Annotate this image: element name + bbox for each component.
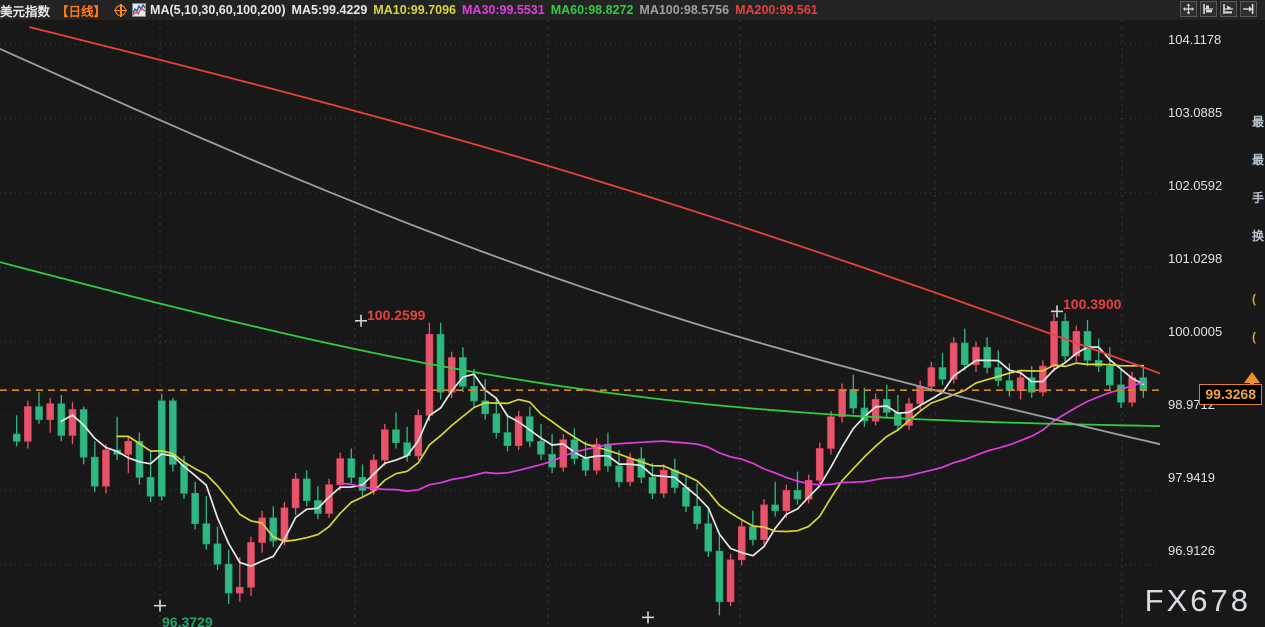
ma10-value: MA10:99.7096 xyxy=(373,3,456,17)
edge-note: 换 xyxy=(1252,229,1265,243)
move-crosshair-icon[interactable] xyxy=(1180,1,1197,17)
edge-note: 最 xyxy=(1252,115,1265,129)
edge-note: ( xyxy=(1252,330,1256,344)
ma5-value: MA5:99.4229 xyxy=(291,3,368,17)
align-left-icon[interactable] xyxy=(1200,1,1217,17)
ma100-value: MA100:98.5756 xyxy=(639,3,730,17)
axis-tick-label: 100.0005 xyxy=(1168,324,1223,339)
edge-note: 手 xyxy=(1252,191,1265,205)
mini-chart-icon[interactable] xyxy=(132,3,147,17)
chart-header-bar: 美元指数 【日线】 MA(5,10,30,60,100,200) MA5:99.… xyxy=(0,0,1265,20)
ma30-value: MA30:99.5531 xyxy=(462,3,545,17)
crosshair-circle-icon[interactable] xyxy=(114,3,128,17)
edge-note: 最 xyxy=(1252,153,1265,167)
swing-low-label-1: 96.3729 xyxy=(162,614,213,627)
ma60-value: MA60:98.8272 xyxy=(550,3,634,17)
axis-tick-label: 96.9126 xyxy=(1168,543,1215,558)
chart-toolbar xyxy=(1180,1,1257,17)
axis-tick-label: 104.1178 xyxy=(1168,32,1222,47)
swing-high-label-2: 100.3900 xyxy=(1063,296,1122,312)
watermark-fx678: FX678 xyxy=(1144,583,1251,618)
current-price-tag[interactable]: 99.3268 xyxy=(1199,384,1262,405)
axis-tick-label: 102.0592 xyxy=(1168,178,1223,193)
symbol-name: 美元指数 xyxy=(0,4,51,19)
ma200-value: MA200:99.561 xyxy=(735,3,818,17)
axis-tick-label: 103.0885 xyxy=(1168,105,1223,120)
swing-low-label-2: 96.2109 xyxy=(652,625,703,627)
swing-high-label-1: 100.2599 xyxy=(367,307,426,323)
edge-note: ( xyxy=(1252,292,1256,306)
align-right-icon[interactable] xyxy=(1220,1,1237,17)
jump-to-latest-icon[interactable] xyxy=(1240,1,1257,17)
price-axis[interactable]: 104.1178 103.0885 102.0592 101.0298 100.… xyxy=(1160,20,1265,627)
axis-tick-label: 97.9419 xyxy=(1168,470,1215,485)
ma-formula-label: MA(5,10,30,60,100,200) xyxy=(150,3,286,17)
axis-tick-label: 101.0298 xyxy=(1168,251,1223,266)
price-chart-plot[interactable]: 100.2599 100.3900 96.3729 96.2109 xyxy=(0,20,1160,627)
period-label: 【日线】 xyxy=(56,4,107,19)
